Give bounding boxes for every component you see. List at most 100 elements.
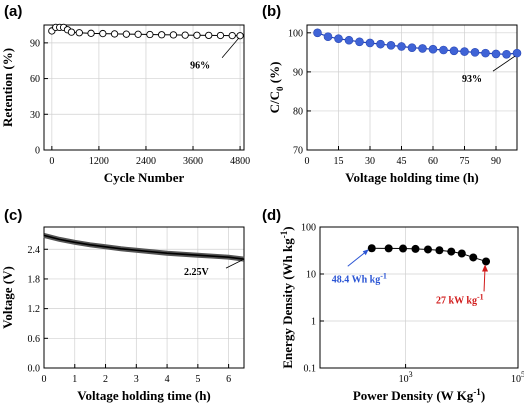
data-point: [470, 48, 480, 57]
panel-d: (d) 103 105 0.1 1 10 100 Power Density (W Kg-1)…: [262, 207, 524, 403]
x-tick-label: 1: [72, 374, 77, 385]
x-tick-label: 0: [49, 156, 54, 167]
data-point: [439, 45, 448, 55]
annotation-93: 93%: [462, 74, 482, 85]
x-tick-label: 2400: [136, 156, 156, 167]
y-tick-label: 1.8: [28, 274, 41, 285]
data-point: [193, 31, 201, 39]
data-point: [384, 244, 393, 253]
panel-label: (a): [4, 3, 22, 20]
data-point: [122, 30, 131, 38]
annotation-leader: [225, 259, 243, 269]
x-tick-label: 75: [460, 156, 470, 167]
plot-frame: [43, 24, 245, 151]
y-tick-label: 90: [30, 38, 40, 49]
x-axis-title: Voltage holding time (h): [77, 388, 211, 403]
y-tick-label: 0: [35, 146, 40, 157]
x-tick-label: 30: [365, 156, 375, 167]
data-point: [334, 34, 343, 43]
annotation-27kw: 27 kW kg-1: [436, 292, 484, 306]
y-tick-label: 80: [293, 106, 303, 117]
y-tick-label: 100: [301, 223, 316, 234]
panel-c: (c) 0 1 2 3 4 5 6 0.0 0.6 1.2 1.8 2.4 Voltage holding…: [0, 207, 245, 403]
data-point: [75, 29, 83, 37]
data-point: [157, 31, 166, 39]
y-axis-title: Energy Density (Wh kg-1): [279, 226, 295, 368]
annotation-96: 96%: [190, 61, 210, 72]
panel-label: (b): [262, 3, 281, 20]
annotation-48-4: 48.4 Wh kg-1: [332, 271, 387, 285]
x-tick-label: 0: [305, 156, 310, 167]
data-point: [447, 247, 456, 256]
data-point: [407, 43, 417, 52]
annotation-leader: [492, 55, 516, 72]
data-point: [482, 257, 491, 266]
data-point: [460, 47, 469, 56]
x-axis-title: Cycle Number: [104, 170, 185, 185]
x-tick-label: 4800: [230, 156, 250, 167]
data-point: [146, 30, 154, 39]
panel-b: (b) 0 15 30 45 60 75 90 70 80 90 100 Voltage holding…: [262, 3, 522, 185]
panel-a: (a) 0 1200 2400 3600 4800 0 30 60 90 Cycle Number R…: [0, 3, 250, 185]
y-tick-label: 2.4: [28, 245, 41, 256]
y-tick-label: 10: [306, 270, 316, 281]
data-point: [313, 28, 322, 38]
x-tick-label: 103: [399, 370, 413, 385]
y-tick-label: 90: [293, 67, 303, 78]
data-point: [205, 31, 213, 40]
data-point: [134, 30, 142, 38]
x-tick-label: 3: [134, 374, 139, 385]
x-tick-label: 1200: [89, 156, 109, 167]
panel-label: (d): [262, 207, 281, 224]
data-point: [376, 39, 385, 49]
data-point: [411, 244, 420, 253]
data-point: [428, 44, 438, 54]
plot-frame: [43, 226, 245, 369]
x-tick-label: 105: [511, 370, 524, 385]
data-point: [502, 49, 511, 59]
x-tick-label: 15: [334, 156, 344, 167]
data-point: [110, 30, 119, 38]
y-tick-label: 0.0: [28, 364, 41, 375]
annotation-leader: [221, 37, 240, 58]
arrowhead-red: [482, 264, 489, 272]
data-point: [512, 48, 522, 58]
data-point: [228, 31, 236, 40]
y-tick-label: 30: [30, 110, 40, 121]
data-point: [236, 32, 244, 40]
x-tick-label: 45: [397, 156, 407, 167]
y-tick-label: 0.6: [28, 334, 41, 345]
y-axis-title: Voltage (V): [0, 266, 15, 329]
data-point: [67, 28, 76, 36]
y-tick-label: 0.1: [304, 364, 317, 375]
y-tick-label: 1.2: [28, 304, 41, 315]
data-point: [323, 32, 333, 42]
series-line: [43, 234, 245, 260]
panel-label: (c): [4, 207, 22, 224]
data-point: [181, 31, 189, 39]
arrowhead-blue: [362, 249, 369, 256]
annotation-2-25v: 2.25V: [184, 267, 210, 278]
data-point: [399, 244, 408, 253]
data-point: [481, 48, 490, 58]
data-point: [457, 249, 466, 258]
data-point: [355, 37, 364, 47]
x-tick-label: 0: [42, 374, 47, 385]
data-point: [216, 31, 225, 40]
data-point: [435, 246, 444, 255]
data-point: [449, 46, 459, 56]
x-axis-title: Voltage holding time (h): [345, 170, 479, 185]
data-point: [491, 49, 501, 59]
x-tick-label: 6: [226, 374, 231, 385]
data-point: [87, 29, 95, 37]
data-point: [344, 35, 354, 45]
x-tick-label: 90: [491, 156, 501, 167]
x-tick-label: 2: [103, 374, 108, 385]
data-point: [365, 38, 375, 48]
y-axis-title: Retention (%): [0, 48, 15, 127]
data-point: [469, 253, 478, 262]
data-point: [418, 44, 427, 53]
y-axis-title: C/C0 (%): [267, 62, 285, 114]
y-tick-label: 1: [311, 317, 316, 328]
